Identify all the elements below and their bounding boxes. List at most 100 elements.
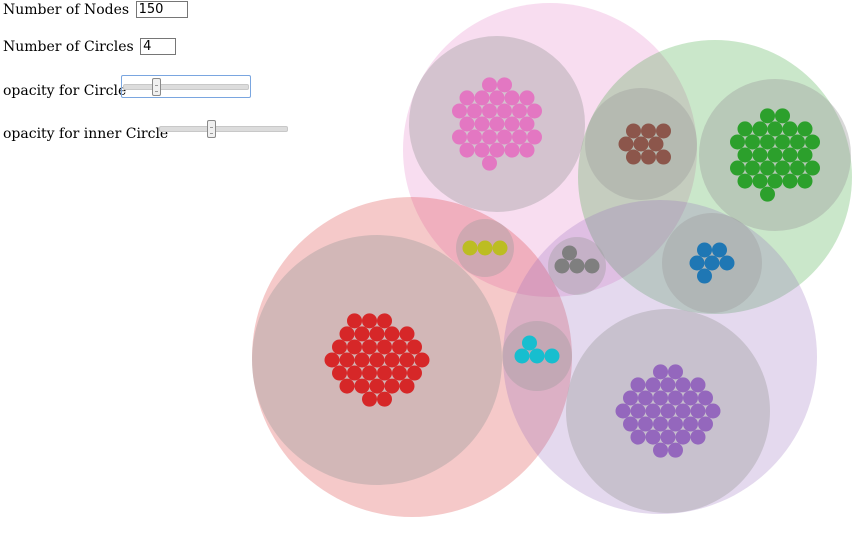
node-red-cluster-20 (407, 365, 422, 381)
node-green-cluster-19 (805, 134, 820, 150)
node-pink-cluster-5 (482, 129, 497, 145)
node-pink-cluster-28 (497, 77, 512, 93)
node-red-cluster-1 (354, 352, 370, 368)
node-brown-cluster-1 (618, 136, 634, 152)
node-green-cluster-8 (790, 160, 805, 176)
node-pink-cluster-19 (527, 103, 542, 119)
node-green-cluster-9 (745, 134, 760, 150)
node-purple-cluster-16 (675, 377, 691, 393)
node-blue-cluster-3 (697, 242, 712, 258)
node-pink-cluster-24 (519, 90, 535, 106)
node-pink-cluster-20 (527, 129, 542, 145)
node-purple-cluster-3 (653, 390, 668, 406)
node-pink-cluster-12 (489, 142, 505, 158)
node-green-cluster-22 (730, 160, 745, 176)
node-red-cluster-29 (362, 391, 377, 407)
node-cyan-cluster-2 (544, 348, 560, 364)
node-green-cluster-10 (745, 160, 760, 176)
node-brown-cluster-0 (633, 136, 649, 152)
node-pink-cluster-10 (467, 129, 482, 145)
node-pink-cluster-27 (482, 77, 497, 93)
node-green-cluster-3 (760, 134, 775, 150)
node-pink-cluster-26 (519, 142, 535, 158)
node-pink-cluster-15 (474, 90, 490, 106)
nodes-control: Number of Nodes (3, 1, 188, 18)
node-purple-cluster-20 (698, 416, 713, 432)
node-brown-cluster-4 (641, 123, 656, 139)
node-pink-cluster-0 (489, 116, 505, 132)
node-olive-cluster-2 (492, 240, 508, 256)
node-pink-cluster-14 (519, 116, 535, 132)
node-green-cluster-12 (767, 173, 783, 189)
node-brown-cluster-3 (626, 123, 641, 139)
node-purple-cluster-32 (705, 403, 721, 419)
node-red-cluster-13 (339, 352, 355, 368)
node-red-cluster-23 (339, 326, 355, 342)
node-red-cluster-14 (399, 352, 415, 368)
node-brown-cluster-5 (626, 149, 641, 165)
node-green-cluster-18 (782, 173, 798, 189)
node-pink-cluster-6 (497, 129, 512, 145)
node-purple-cluster-0 (660, 403, 676, 419)
node-purple-cluster-13 (630, 403, 646, 419)
nodes-input[interactable] (135, 1, 188, 18)
node-green-cluster-29 (760, 186, 775, 202)
node-pink-cluster-7 (512, 103, 527, 119)
node-green-cluster-24 (797, 121, 813, 137)
node-green-cluster-17 (752, 173, 768, 189)
node-pink-cluster-16 (504, 90, 520, 106)
node-pink-cluster-22 (452, 129, 467, 145)
node-green-cluster-11 (767, 121, 783, 137)
node-purple-cluster-5 (653, 416, 668, 432)
node-red-cluster-2 (384, 352, 400, 368)
node-red-cluster-17 (354, 378, 370, 394)
node-purple-cluster-7 (683, 390, 698, 406)
node-pink-cluster-29 (482, 155, 497, 171)
node-gray-cluster-0 (569, 258, 585, 274)
circles-control: Number of Circles (3, 38, 177, 55)
node-red-cluster-21 (332, 339, 347, 355)
node-brown-cluster-7 (656, 123, 671, 139)
node-purple-cluster-10 (638, 416, 653, 432)
node-red-cluster-0 (369, 352, 385, 368)
opacity-slider[interactable] (123, 78, 249, 96)
node-purple-cluster-21 (623, 390, 638, 406)
node-brown-cluster-2 (648, 136, 664, 152)
outer-circle-purple-group (503, 200, 817, 514)
inner-opacity-slider-thumb[interactable] (207, 120, 216, 138)
node-green-cluster-14 (797, 147, 813, 163)
node-red-cluster-19 (407, 339, 422, 355)
node-blue-cluster-5 (697, 268, 712, 284)
node-purple-cluster-18 (675, 429, 691, 445)
node-red-cluster-31 (324, 352, 340, 368)
node-gray-cluster-1 (554, 258, 570, 274)
opacity-focus-ring (121, 75, 251, 98)
node-purple-cluster-9 (638, 390, 653, 406)
node-purple-cluster-29 (653, 442, 668, 458)
node-purple-cluster-15 (645, 377, 661, 393)
node-red-cluster-24 (399, 326, 415, 342)
node-red-cluster-7 (392, 339, 407, 355)
node-pink-cluster-2 (504, 116, 520, 132)
opacity-label: opacity for Circle (3, 83, 127, 99)
inner-opacity-slider[interactable] (159, 120, 288, 138)
circles-input[interactable] (140, 38, 177, 55)
opacity-slider-thumb[interactable] (152, 78, 162, 96)
node-red-cluster-28 (377, 313, 392, 329)
node-blue-cluster-4 (712, 242, 727, 258)
node-red-cluster-33 (347, 313, 362, 329)
node-purple-cluster-6 (668, 416, 683, 432)
node-blue-cluster-2 (719, 255, 735, 271)
node-purple-cluster-11 (660, 377, 676, 393)
node-green-cluster-5 (760, 160, 775, 176)
node-green-cluster-6 (775, 160, 790, 176)
node-red-cluster-3 (362, 339, 377, 355)
node-purple-cluster-27 (653, 364, 668, 380)
node-green-cluster-2 (782, 147, 798, 163)
circles-label: Number of Circles (3, 38, 134, 55)
node-green-cluster-4 (775, 134, 790, 150)
node-brown-cluster-8 (656, 149, 671, 165)
node-gray-cluster-2 (584, 258, 600, 274)
node-red-cluster-9 (347, 339, 362, 355)
node-red-cluster-32 (414, 352, 430, 368)
